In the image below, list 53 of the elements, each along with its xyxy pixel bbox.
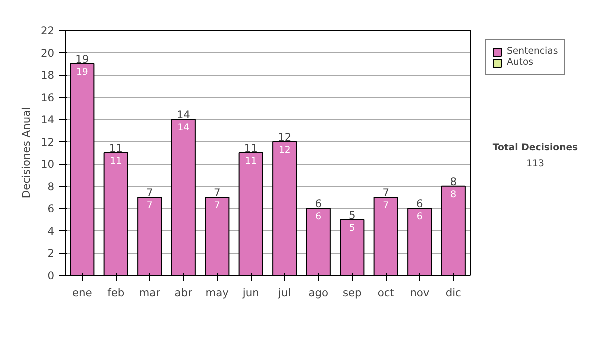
legend-label: Autos — [507, 57, 534, 68]
text: 113 — [526, 158, 544, 170]
total-label: 14 — [176, 108, 191, 122]
x-tick-label: feb — [108, 286, 125, 300]
y-tick-label: 10 — [40, 158, 55, 172]
total-label: 7 — [146, 186, 154, 200]
x-tick-label: sep — [342, 286, 362, 300]
y-tick-label: 20 — [40, 46, 55, 60]
y-tick-label: 22 — [40, 24, 55, 38]
total-label: 19 — [76, 52, 90, 66]
data-label: 12 — [278, 144, 291, 156]
x-tick-label: may — [206, 286, 229, 300]
total-label: 8 — [450, 175, 458, 188]
x-tick-label: oct — [378, 286, 394, 300]
total-label: 11 — [109, 142, 123, 155]
total-label: 6 — [315, 198, 322, 211]
x-tick-label: jun — [242, 286, 260, 300]
data-label: 5 — [349, 222, 356, 234]
text: Total Decisiones — [492, 142, 579, 154]
data-label: 11 — [110, 156, 122, 167]
total-label: 7 — [214, 186, 221, 200]
data-label: 11 — [245, 156, 258, 167]
y-axis-title: Decisiones Anual — [20, 107, 33, 199]
data-label: 6 — [416, 212, 423, 223]
y-tick-label: 6 — [48, 202, 55, 216]
y-tick-label: 8 — [48, 180, 55, 194]
data-label: 7 — [146, 200, 153, 212]
total-label: 11 — [244, 142, 258, 155]
y-tick-label: 0 — [48, 270, 55, 282]
total-label: 5 — [348, 208, 356, 222]
y-tick-label: 14 — [40, 114, 55, 127]
y-tick-label: 12 — [40, 136, 55, 149]
x-tick-label: ago — [308, 286, 329, 300]
x-tick-label: nov — [410, 286, 430, 300]
x-tick-label: ene — [72, 286, 92, 300]
x-tick-label: abr — [174, 286, 194, 300]
total-label: 7 — [382, 186, 390, 200]
data-label: 6 — [316, 212, 322, 223]
data-label: 7 — [383, 200, 390, 212]
y-tick-label: 4 — [48, 224, 55, 238]
x-tick-label: dic — [446, 286, 462, 300]
data-label: 7 — [214, 200, 220, 212]
data-label: 19 — [76, 66, 88, 78]
total-label: 6 — [416, 198, 424, 211]
legend-label: Sentencias — [507, 46, 558, 57]
total-label: 12 — [278, 130, 292, 144]
x-tick-label: mar — [139, 286, 162, 300]
y-tick-label: 18 — [40, 69, 55, 82]
x-tick-label: jul — [278, 286, 292, 300]
y-tick-label: 16 — [40, 91, 55, 104]
data-label: 8 — [450, 189, 457, 200]
data-label: 14 — [178, 122, 190, 134]
y-tick-label: 2 — [48, 247, 54, 260]
